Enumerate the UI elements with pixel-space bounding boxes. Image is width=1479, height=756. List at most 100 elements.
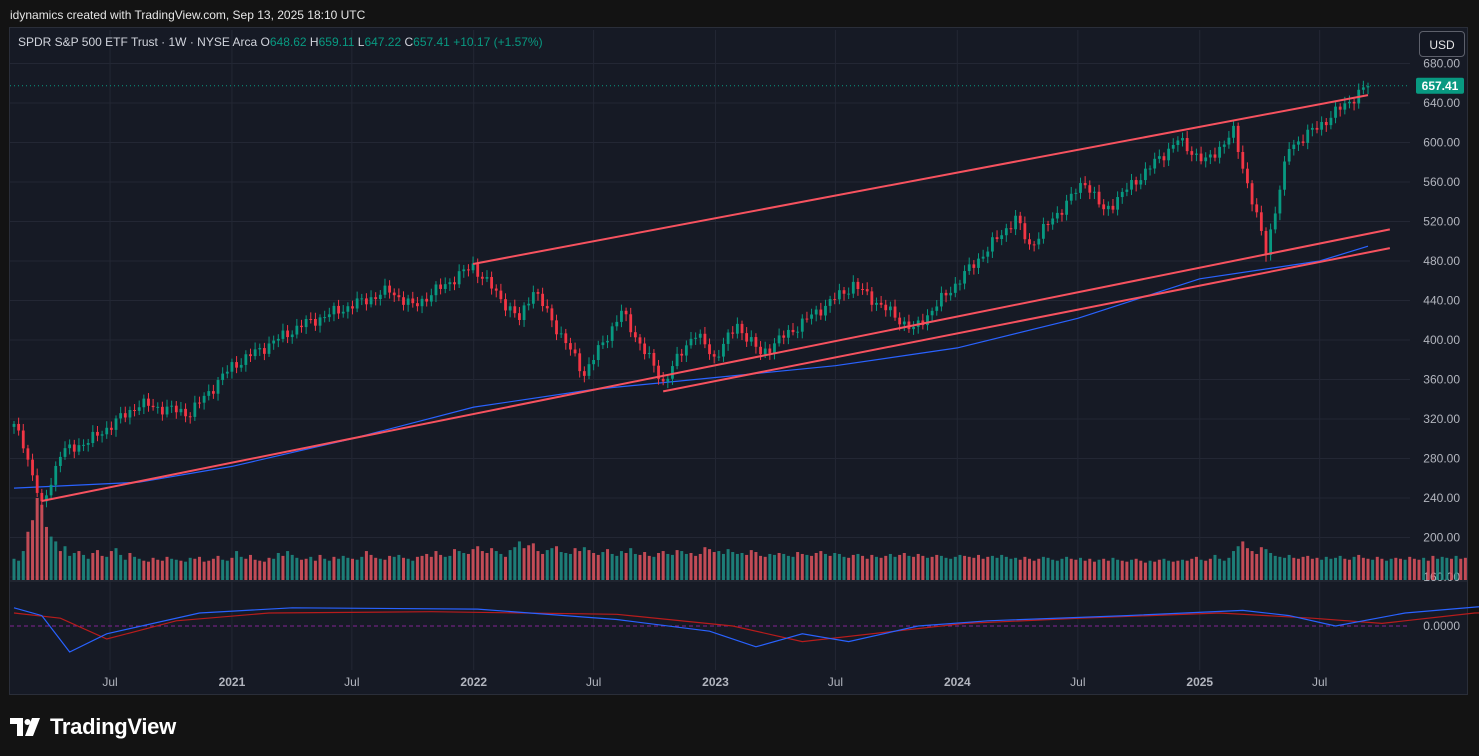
candle-body <box>100 434 104 436</box>
candle-body <box>105 427 109 435</box>
volume-bar <box>1111 557 1115 580</box>
volume-bar <box>555 546 559 580</box>
volume-bar <box>374 557 378 580</box>
volume-bar <box>184 561 188 580</box>
candle-body <box>796 331 800 333</box>
volume-bar <box>759 555 763 580</box>
volume-bar <box>703 547 707 580</box>
candle-body <box>708 344 711 355</box>
volume-bar <box>351 558 354 580</box>
candle-body <box>355 298 359 309</box>
volume-bar <box>337 558 341 580</box>
volume-bar <box>550 548 554 580</box>
volume-bar <box>967 556 971 580</box>
volume-bar <box>810 555 814 580</box>
volume-bar <box>1134 558 1138 580</box>
trendline-lower-channel-1 <box>41 228 1391 502</box>
candle-body <box>462 269 466 272</box>
candle-body <box>949 292 953 296</box>
volume-bar <box>471 549 475 580</box>
candle-body <box>1171 144 1175 149</box>
volume-bar <box>1385 560 1389 580</box>
candle-body <box>1079 183 1082 193</box>
candle-body <box>967 264 971 272</box>
candle-body <box>114 418 118 430</box>
trendline-lower-channel-2 <box>662 247 1391 393</box>
y-tick-label: 520.00 <box>1423 215 1460 229</box>
candle-body <box>1111 205 1115 210</box>
candle-body <box>569 343 572 350</box>
volume-bar <box>898 554 902 580</box>
candle-body <box>193 402 197 417</box>
candle-body <box>1000 235 1004 240</box>
volume-bar <box>791 556 795 580</box>
volume-bar <box>313 560 317 580</box>
candle-body <box>429 295 433 302</box>
volume-bar <box>1074 559 1078 580</box>
volume-bar <box>1449 558 1453 580</box>
candle-body <box>972 264 976 268</box>
volume-bar <box>1079 557 1083 580</box>
volume-bar <box>443 556 447 580</box>
candle-body <box>953 283 957 293</box>
currency-button[interactable]: USD <box>1419 31 1465 57</box>
volume-bar <box>573 548 577 580</box>
candle-body <box>578 353 582 372</box>
volume-bar <box>267 557 271 580</box>
volume-bar <box>1037 558 1041 580</box>
volume-bar <box>819 551 823 580</box>
x-tick-label: 2022 <box>460 675 487 689</box>
candle-body <box>1125 189 1129 192</box>
volume-bar <box>582 547 586 580</box>
candle-body <box>72 444 76 452</box>
candle-body <box>786 329 790 338</box>
candle-body <box>545 306 549 309</box>
volume-bar <box>281 555 285 580</box>
candle-body <box>1069 193 1073 201</box>
volume-bar <box>476 546 480 580</box>
volume-bar <box>1343 558 1347 580</box>
volume-bar <box>916 553 920 580</box>
candle-body <box>402 297 405 305</box>
candle-body <box>712 354 716 357</box>
volume-bar <box>1334 557 1338 580</box>
volume-bar <box>1371 559 1375 580</box>
candle-body <box>448 282 452 285</box>
volume-bar <box>670 554 674 580</box>
candle-body <box>174 405 178 413</box>
candle-body <box>137 407 141 411</box>
volume-bar <box>1092 561 1096 580</box>
volume-bar <box>754 552 758 580</box>
volume-bar <box>851 554 855 580</box>
candle-body <box>694 337 698 339</box>
candle-body <box>1259 212 1263 231</box>
candle-body <box>365 298 368 305</box>
volume-bar <box>958 554 962 580</box>
volume-bar <box>592 552 596 580</box>
volume-bar <box>1463 557 1467 580</box>
candle-body <box>49 484 53 496</box>
candle-body <box>1153 158 1157 169</box>
volume-bar <box>128 552 132 580</box>
candle-body <box>633 332 637 338</box>
candle-body <box>119 413 123 419</box>
candle-body <box>360 298 364 300</box>
volume-bar <box>1194 556 1198 580</box>
volume-bar <box>786 555 790 580</box>
candle-body <box>680 353 684 356</box>
candle-body <box>467 269 470 271</box>
candle-body <box>1250 183 1254 205</box>
x-tick-label: Jul <box>586 675 601 689</box>
volume-bar <box>1459 558 1463 580</box>
candle-body <box>286 330 289 338</box>
volume-bar <box>26 531 30 580</box>
change-value: +10.17 (+1.57%) <box>453 35 543 49</box>
candle-body <box>837 290 841 300</box>
candle-body <box>991 237 994 252</box>
candle-body <box>1083 183 1087 186</box>
y-tick-label: 680.00 <box>1423 57 1460 71</box>
volume-bar <box>633 553 637 580</box>
candle-body <box>1134 180 1138 185</box>
volume-bar <box>652 556 656 580</box>
